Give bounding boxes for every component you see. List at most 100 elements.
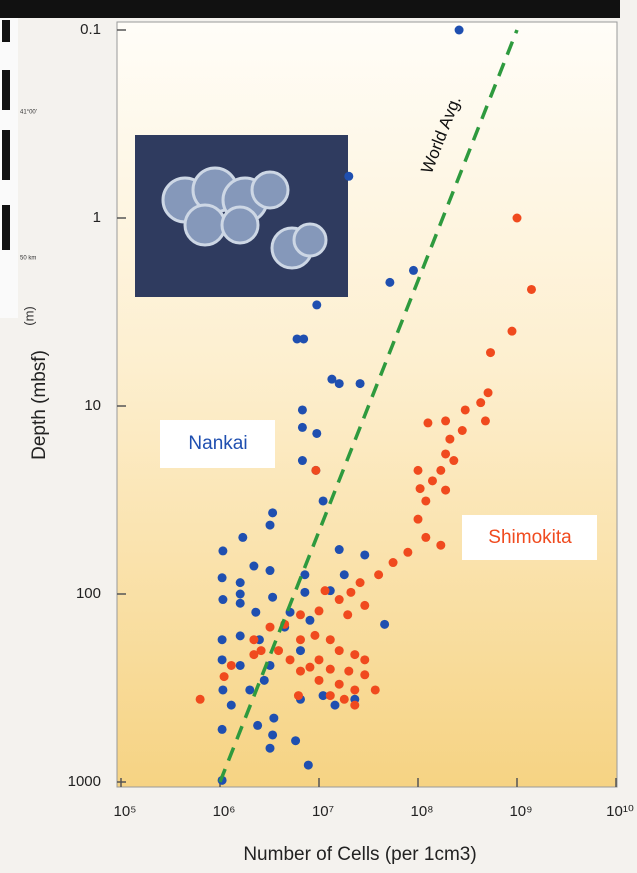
point <box>350 650 359 659</box>
point <box>409 266 418 275</box>
point <box>238 533 247 542</box>
point <box>461 405 470 414</box>
point <box>312 429 321 438</box>
point <box>218 655 227 664</box>
x-axis-title: Number of Cells (per 1cm3) <box>243 844 476 865</box>
point <box>305 663 314 672</box>
point <box>527 285 536 294</box>
y-tick-label: 1000 <box>68 773 101 790</box>
point <box>335 379 344 388</box>
point <box>266 566 275 575</box>
y-axis-title: Depth (mbsf) <box>29 350 50 460</box>
point <box>414 466 423 475</box>
point <box>315 655 324 664</box>
point <box>249 635 258 644</box>
point <box>421 496 430 505</box>
point <box>291 736 300 745</box>
point <box>268 730 277 739</box>
point <box>441 486 450 495</box>
point <box>311 466 320 475</box>
point <box>245 685 254 694</box>
strip-unit: (m) <box>21 306 36 326</box>
cell <box>252 172 288 208</box>
point <box>310 631 319 640</box>
point <box>360 601 369 610</box>
point <box>253 721 262 730</box>
point <box>218 573 227 582</box>
point <box>236 631 245 640</box>
point <box>335 545 344 554</box>
point <box>296 635 305 644</box>
x-tick-label: 10⁶ <box>213 803 236 820</box>
point <box>299 334 308 343</box>
point <box>218 635 227 644</box>
point <box>266 744 275 753</box>
point <box>340 570 349 579</box>
point <box>507 327 516 336</box>
point <box>305 616 314 625</box>
point <box>340 695 349 704</box>
point <box>326 665 335 674</box>
point <box>236 590 245 599</box>
point <box>236 578 245 587</box>
x-tick-label: 10⁷ <box>312 803 334 820</box>
point <box>441 449 450 458</box>
point <box>360 655 369 664</box>
point <box>298 423 307 432</box>
point <box>458 426 467 435</box>
x-tick-label: 10⁸ <box>410 803 433 820</box>
point <box>319 496 328 505</box>
point <box>236 661 245 670</box>
point <box>455 26 464 35</box>
point <box>266 521 275 530</box>
point <box>294 691 303 700</box>
point <box>249 650 258 659</box>
point <box>268 508 277 517</box>
point <box>385 278 394 287</box>
point <box>227 661 236 670</box>
strip-mark <box>2 130 10 180</box>
point <box>389 558 398 567</box>
point <box>356 578 365 587</box>
point <box>304 761 313 770</box>
point <box>436 466 445 475</box>
point <box>350 701 359 710</box>
point <box>360 670 369 679</box>
point <box>335 646 344 655</box>
point <box>449 456 458 465</box>
point <box>513 214 522 223</box>
point <box>356 379 365 388</box>
point <box>227 701 236 710</box>
point <box>274 646 283 655</box>
point <box>218 595 227 604</box>
y-tick-label: 10 <box>84 397 101 414</box>
point <box>428 476 437 485</box>
cell <box>294 224 326 256</box>
point <box>350 685 359 694</box>
strip-mark <box>2 205 10 250</box>
point <box>296 610 305 619</box>
point <box>436 541 445 550</box>
point <box>249 562 258 571</box>
chart: 41°00' 50 km (m) Nankai Shimokita World … <box>0 0 637 873</box>
point <box>286 655 295 664</box>
point <box>344 172 353 181</box>
micrograph <box>135 135 348 297</box>
point <box>403 548 412 557</box>
point <box>260 676 269 685</box>
point <box>344 667 353 676</box>
point <box>218 725 227 734</box>
point <box>326 635 335 644</box>
point <box>312 300 321 309</box>
x-tick-label: 10⁵ <box>114 803 137 820</box>
point <box>296 667 305 676</box>
point <box>315 676 324 685</box>
point <box>315 606 324 615</box>
point <box>343 610 352 619</box>
point <box>484 388 493 397</box>
series-label: Shimokita <box>488 527 572 548</box>
point <box>330 701 339 710</box>
strip-label: 41°00' <box>20 110 37 116</box>
point <box>360 550 369 559</box>
y-tick-label: 1 <box>93 209 101 226</box>
